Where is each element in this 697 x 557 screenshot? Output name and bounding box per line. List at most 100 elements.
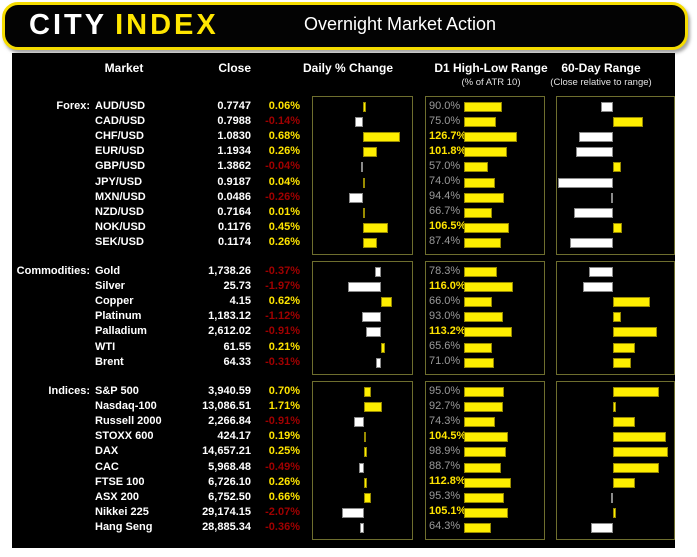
range60-bar	[613, 417, 636, 428]
d1-range-bar	[464, 387, 504, 397]
daily-change-bar	[363, 222, 388, 233]
section-label	[12, 294, 90, 309]
range60-bar	[613, 117, 644, 128]
table-row: GBP/USD 1.3862 -0.04%	[12, 159, 312, 174]
section-label	[12, 505, 90, 520]
daily-change-value: -1.12%	[265, 310, 300, 323]
d1-range-value: 126.7%	[429, 129, 467, 142]
close-value: 5,968.48	[208, 460, 251, 473]
d1-range-bar	[464, 342, 492, 353]
d1-range-value: 93.0%	[429, 309, 461, 322]
market-name: Hang Seng	[95, 520, 153, 533]
d1-range-value: 88.7%	[429, 460, 461, 472]
d1-range-bar	[464, 312, 504, 323]
daily-change-bar	[361, 312, 381, 323]
table-row: Hang Seng 28,885.34 -0.36%	[12, 520, 312, 535]
table-row: SEK/USD 0.1174 0.26%	[12, 235, 312, 250]
daily-change-bar	[354, 417, 364, 428]
d1-range-value: 95.0%	[429, 384, 461, 397]
header-banner: CITY INDEX Overnight Market Action	[2, 2, 688, 50]
close-value: 0.9187	[217, 175, 251, 188]
daily-change-bar	[342, 507, 364, 518]
market-name: JPY/USD	[95, 175, 143, 188]
daily-change-bar	[363, 177, 366, 188]
section-label	[12, 324, 90, 339]
section-label	[12, 475, 90, 490]
daily-change-bar	[363, 237, 378, 248]
daily-change-bar	[381, 342, 385, 353]
d1-range-bar	[464, 237, 501, 248]
daily-change-value: 0.06%	[268, 100, 300, 112]
d1-range-value: 71.0%	[429, 355, 461, 368]
close-value: 424.17	[217, 430, 251, 443]
daily-change-value: -0.14%	[265, 115, 300, 128]
table-row: NOK/USD 0.1176 0.45%	[12, 220, 312, 235]
market-name: S&P 500	[95, 385, 139, 397]
logo-index-text: INDEX	[115, 9, 219, 41]
range60-bar	[613, 327, 657, 338]
market-name: Copper	[95, 295, 134, 308]
market-name: NZD/USD	[95, 205, 144, 218]
d1-range-panel: 95.0% 92.7% 74.3% 104.5% 98.9% 88.7% 112.8% 95.…	[425, 381, 545, 540]
close-value: 25.73	[223, 280, 251, 293]
daily-change-bar	[360, 162, 363, 173]
market-name: STOXX 600	[95, 430, 154, 443]
d1-range-value: 106.5%	[429, 220, 467, 233]
table-row: JPY/USD 0.9187 0.04%	[12, 175, 312, 190]
section-label	[12, 235, 90, 250]
table-row: ASX 200 6,752.50 0.66%	[12, 490, 312, 505]
range60-bar	[613, 462, 659, 473]
daily-change-bar	[374, 267, 381, 277]
daily-change-value: -1.97%	[265, 280, 300, 293]
d1-range-bar	[464, 357, 494, 368]
market-name: WTI	[95, 340, 116, 353]
close-value: 0.1176	[217, 220, 251, 233]
col-subheader-atr: (% of ATR 10)	[461, 77, 521, 88]
daily-change-bar	[363, 147, 378, 158]
daily-change-bar	[364, 387, 372, 397]
market-name: CHF/USD	[95, 130, 144, 143]
market-name: GBP/USD	[95, 160, 146, 173]
market-name: NOK/USD	[95, 220, 146, 233]
d1-range-value: 116.0%	[429, 279, 466, 292]
range60-bar	[613, 162, 621, 173]
d1-range-bar	[464, 147, 507, 158]
section-label: Commodities:	[16, 265, 90, 277]
market-name: Silver	[95, 280, 125, 293]
table-row: Brent 64.33 -0.31%	[12, 355, 312, 370]
table-row: Russell 2000 2,266.84 -0.91%	[12, 414, 312, 429]
range60-bar	[613, 387, 659, 397]
table-row: STOXX 600 424.17 0.19%	[12, 429, 312, 444]
d1-range-value: 94.4%	[429, 190, 461, 203]
table-row: CAD/USD 0.7988 -0.14%	[12, 114, 312, 129]
market-name: CAC	[95, 460, 119, 473]
daily-change-panel	[312, 381, 413, 540]
table-row: Indices: S&P 500 3,940.59 0.70%	[12, 384, 312, 399]
close-value: 4.15	[229, 295, 251, 308]
range60-bar	[610, 192, 613, 203]
section-label	[12, 429, 90, 444]
section-label	[12, 205, 90, 220]
section-label	[12, 490, 90, 505]
table-row: Nasdaq-100 13,086.51 1.71%	[12, 399, 312, 414]
d1-range-value: 65.6%	[429, 340, 461, 352]
daily-change-bar	[360, 522, 364, 533]
daily-change-bar	[347, 282, 381, 293]
table-row: Commodities: Gold 1,738.26 -0.37%	[12, 264, 312, 279]
market-name: Brent	[95, 355, 124, 368]
close-value: 1.0830	[217, 130, 251, 143]
daily-change-bar	[365, 327, 381, 338]
daily-change-value: 0.45%	[268, 220, 300, 233]
range60-bar	[613, 447, 668, 458]
table-row: Palladium 2,612.02 -0.91%	[12, 324, 312, 339]
range60-bar	[590, 522, 613, 533]
market-name: Nasdaq-100	[95, 400, 157, 413]
daily-change-bar	[363, 132, 401, 143]
daily-change-value: 0.26%	[268, 145, 300, 158]
table-row: CHF/USD 1.0830 0.68%	[12, 129, 312, 144]
daily-change-value: -0.04%	[265, 160, 300, 173]
daily-change-value: 0.19%	[268, 430, 300, 443]
daily-change-panel	[312, 96, 413, 255]
range60-bar	[613, 297, 650, 308]
market-name: ASX 200	[95, 490, 140, 503]
